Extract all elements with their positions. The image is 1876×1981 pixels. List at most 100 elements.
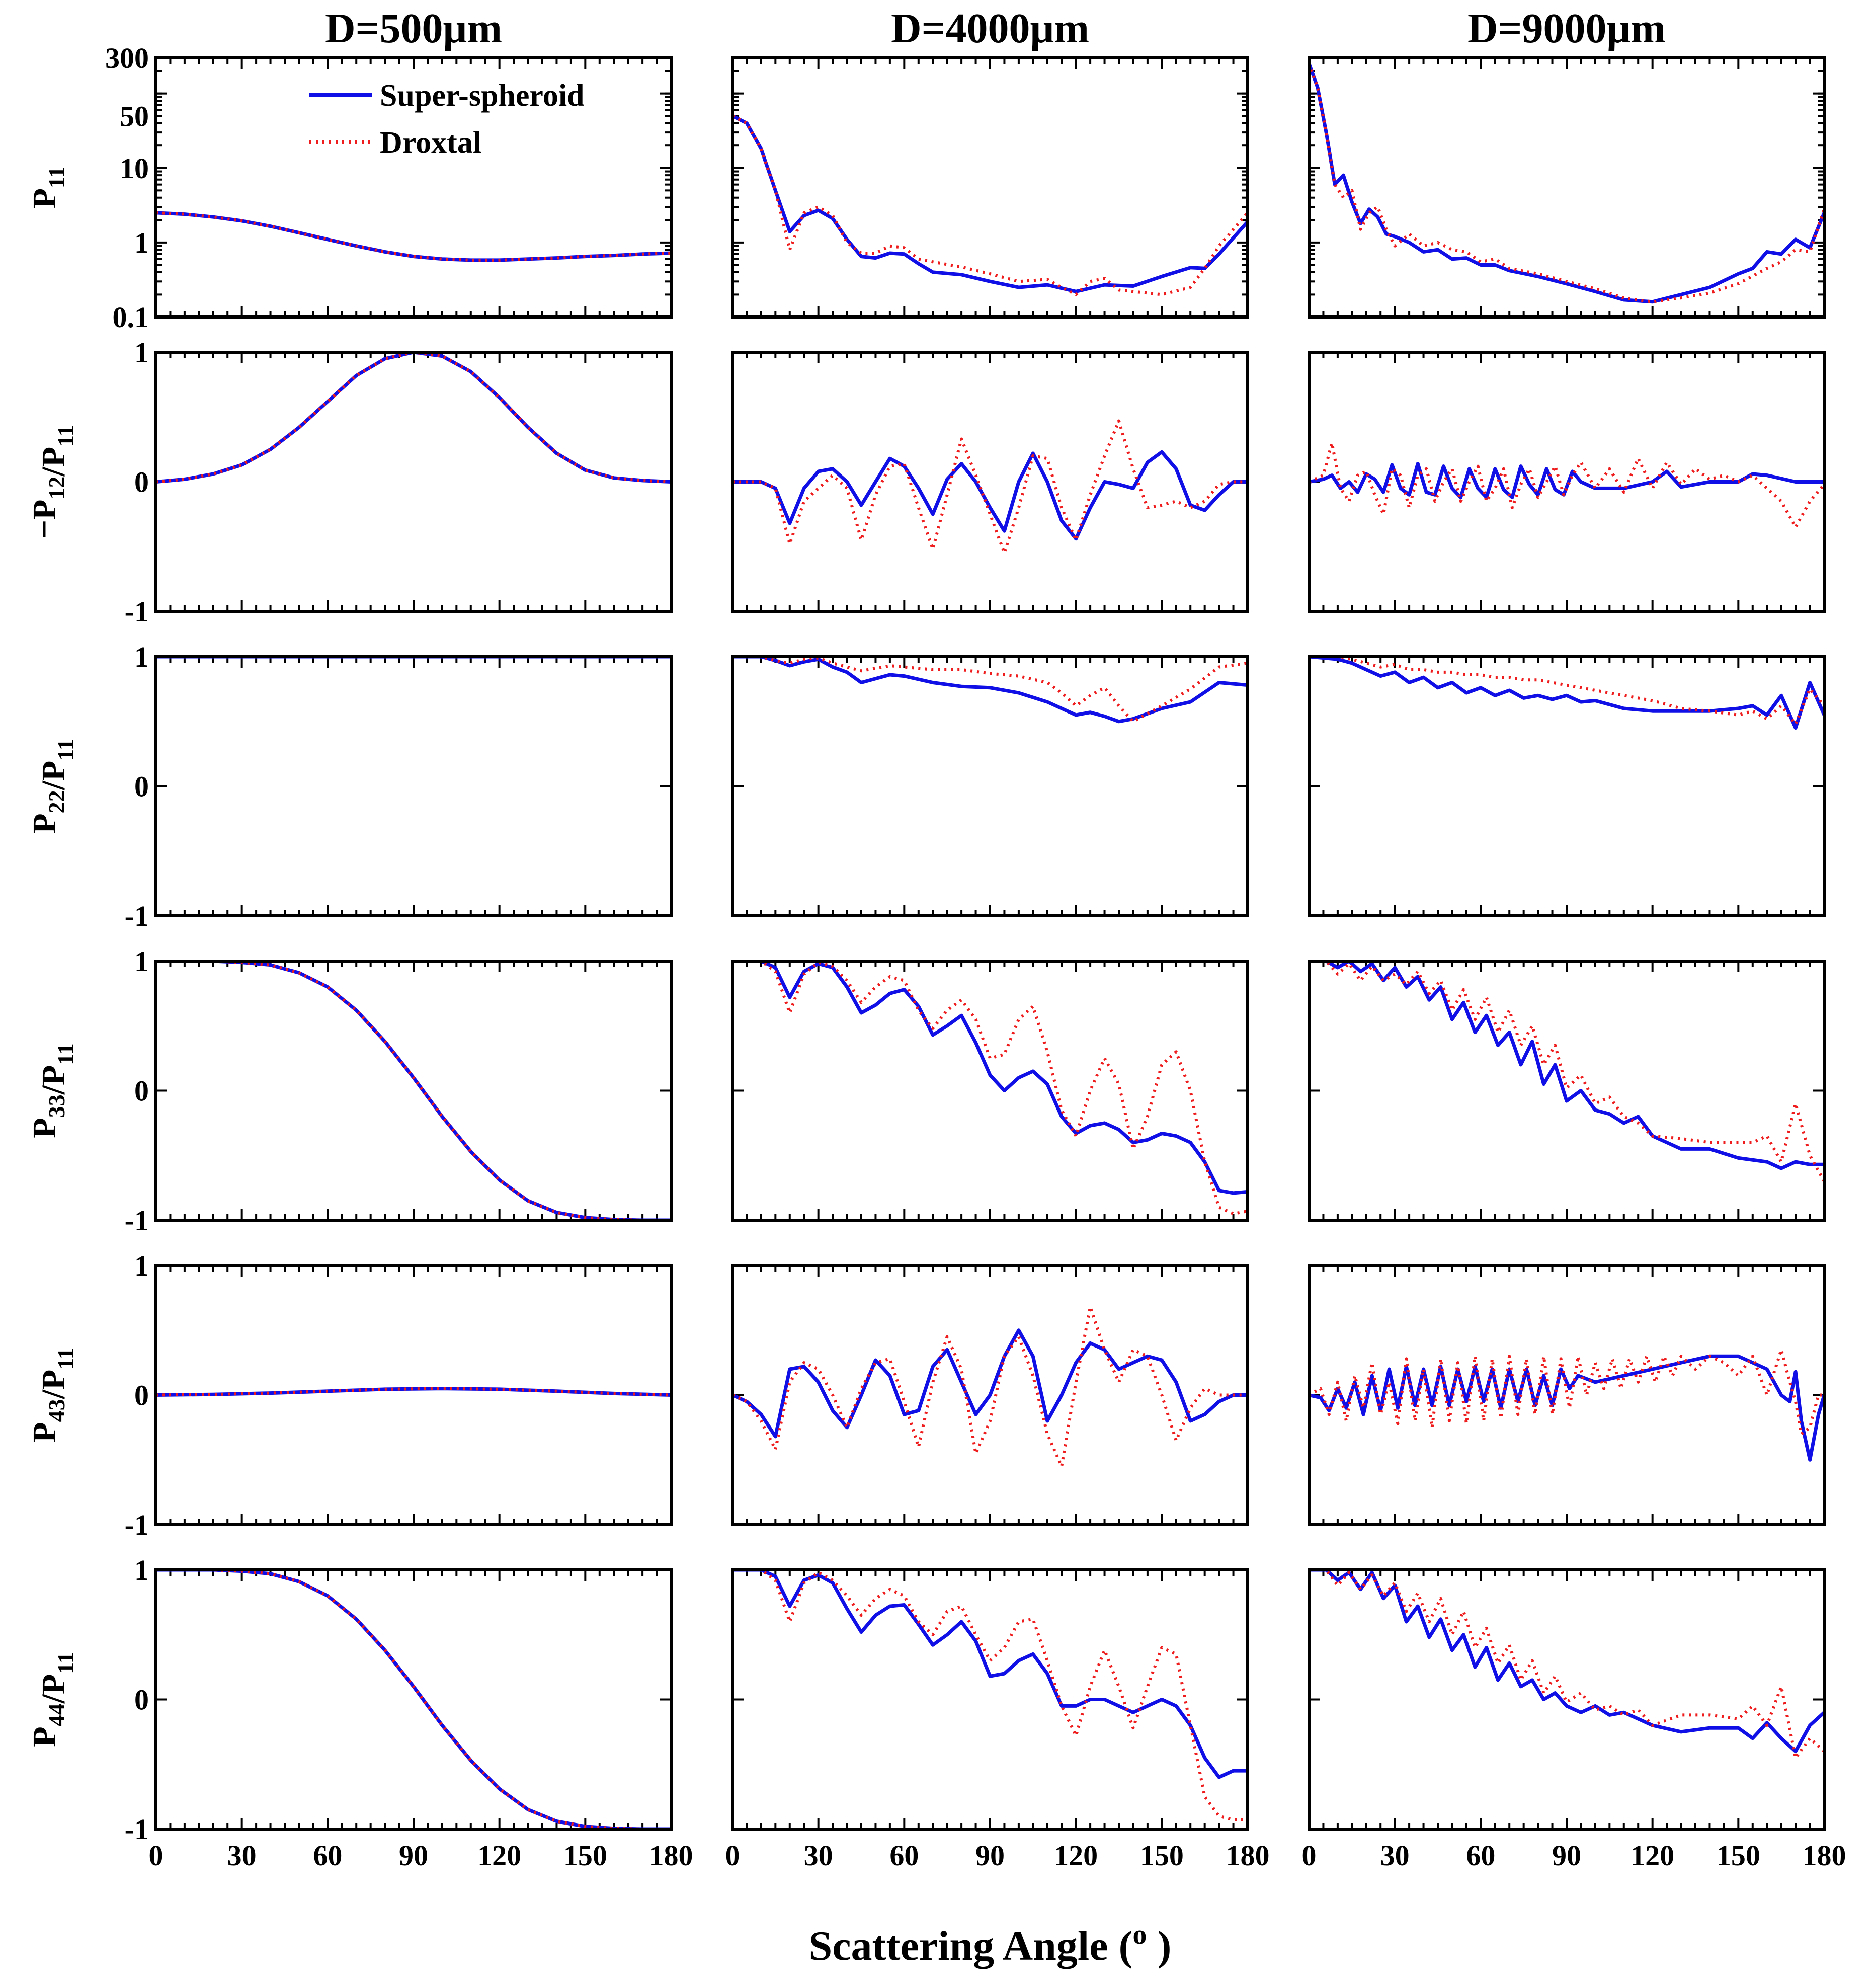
x-tick-label: 90 <box>975 1839 1005 1872</box>
series-super-spheroid <box>156 961 671 1220</box>
series-droxtal <box>1309 1570 1824 1760</box>
panel-p12p11-col2 <box>731 351 1249 613</box>
series-droxtal <box>1309 1348 1824 1436</box>
y-axis-label-text: P <box>35 447 72 467</box>
x-tick-label: 150 <box>1717 1839 1760 1872</box>
y-tick-label: 0 <box>134 770 149 803</box>
series-super-spheroid <box>1309 462 1824 499</box>
panel-frame <box>731 1264 1249 1526</box>
y-tick-label: 1 <box>134 1249 149 1282</box>
panel-p12p11-col3 <box>1308 351 1826 613</box>
x-tick-label: 180 <box>1226 1839 1270 1872</box>
y-axis-label-text: / <box>35 466 72 477</box>
column-title-1: D=500μm <box>325 5 502 52</box>
y-axis-label: P43/P11 <box>26 1348 78 1442</box>
x-tick-label: 60 <box>313 1839 342 1872</box>
y-tick-label: 10 <box>120 152 149 185</box>
legend-super-label: Super-spheroid <box>380 78 585 113</box>
y-axis-label-sub: 12 <box>44 477 69 500</box>
series-super-spheroid <box>1309 657 1824 730</box>
panel-frame <box>154 655 673 917</box>
y-axis-label-sub: 33 <box>44 1094 69 1118</box>
panel-frame <box>154 1568 673 1831</box>
x-tick-label: 0 <box>725 1839 740 1872</box>
x-tick-label: 30 <box>804 1839 833 1872</box>
panel-p44p11-col3: 0 30 60 90 120 150 180 <box>1302 1568 1846 1872</box>
series-droxtal <box>732 419 1248 555</box>
y-axis-label-text: P <box>35 1370 72 1390</box>
y-tick-label: 1 <box>134 945 149 978</box>
y-axis-label-text: / <box>35 780 72 790</box>
series-super-spheroid <box>732 1570 1248 1779</box>
panel-p43p11-col3 <box>1308 1264 1826 1526</box>
series-droxtal <box>156 352 671 484</box>
x-tick-label: 150 <box>1140 1839 1184 1872</box>
x-tick-label: 60 <box>889 1839 919 1872</box>
x-tick-label: 120 <box>477 1839 521 1872</box>
panel-frame <box>1308 960 1826 1222</box>
y-axis-label-sub: 11 <box>44 167 69 188</box>
panel-frame <box>1308 1264 1826 1526</box>
series-super-spheroid <box>156 211 671 262</box>
x-tick-label: 150 <box>563 1839 607 1872</box>
column-title-2: D=4000μm <box>891 5 1089 52</box>
series-super-spheroid <box>732 450 1248 541</box>
series-droxtal <box>156 211 671 262</box>
panel-p44p11-col2: 0 30 60 90 120 150 180 <box>725 1568 1270 1872</box>
panel-grid: 0.111050300P11-101−P12/P11-101P22/P11-10… <box>26 42 1846 1872</box>
legend-droxtal-label: Droxtal <box>380 126 481 160</box>
series-droxtal <box>156 1387 671 1397</box>
x-tick-label: 30 <box>1380 1839 1410 1872</box>
series-super-spheroid <box>732 1328 1248 1439</box>
y-tick-label: 0.1 <box>113 301 149 334</box>
y-axis-label-text: / <box>35 1389 72 1399</box>
x-axis-label-close: ) <box>1147 1923 1171 1969</box>
panel-frame <box>154 1264 673 1526</box>
series-super-spheroid <box>1309 63 1824 304</box>
y-tick-label: 1 <box>134 641 149 673</box>
y-axis-label-text: − <box>26 520 63 539</box>
series-super-spheroid <box>732 114 1248 293</box>
series-super-spheroid <box>732 961 1248 1195</box>
x-tick-label: 120 <box>1054 1839 1098 1872</box>
panel-frame <box>731 1568 1249 1831</box>
y-axis-label-text: P <box>26 188 63 208</box>
y-tick-label: -1 <box>125 900 149 932</box>
x-tick-label: 0 <box>1302 1839 1317 1872</box>
x-axis-label: Scattering Angle (o ) <box>809 1919 1172 1969</box>
series-super-spheroid <box>1309 1570 1824 1753</box>
y-axis-label: P11 <box>26 167 69 209</box>
series-droxtal <box>1309 441 1824 529</box>
series-droxtal <box>1309 63 1824 303</box>
legend: Super-spheroid Droxtal <box>309 78 585 160</box>
y-tick-label: 1 <box>134 1554 149 1587</box>
panel-p33p11-col2 <box>731 960 1249 1222</box>
column-title-3: D=9000μm <box>1467 5 1666 52</box>
series-droxtal <box>1309 961 1824 1182</box>
panel-frame <box>731 960 1249 1222</box>
x-tick-label: 30 <box>227 1839 257 1872</box>
panel-frame <box>1308 351 1826 613</box>
x-tick-label: 90 <box>399 1839 428 1872</box>
panel-p11-col3 <box>1308 56 1826 319</box>
series-super-spheroid <box>1309 961 1824 1170</box>
panel-frame <box>154 351 673 613</box>
panel-p22p11-col3 <box>1308 655 1826 917</box>
panel-p12p11-col1: -101−P12/P11 <box>26 336 673 628</box>
y-axis-label-text: P <box>35 1674 72 1694</box>
panel-frame <box>154 960 673 1222</box>
panel-frame <box>731 351 1249 613</box>
y-tick-label: 1 <box>134 336 149 369</box>
y-tick-label: 300 <box>105 42 149 74</box>
y-axis-label-text: P <box>26 1726 63 1747</box>
y-axis-label-sub: 11 <box>53 1348 78 1369</box>
y-tick-label: 1 <box>134 226 149 259</box>
panel-p11-col2 <box>731 56 1249 319</box>
y-axis-label-text: P <box>26 813 63 833</box>
panel-p22p11-col2 <box>731 655 1249 917</box>
panel-p33p11-col3 <box>1308 960 1826 1222</box>
